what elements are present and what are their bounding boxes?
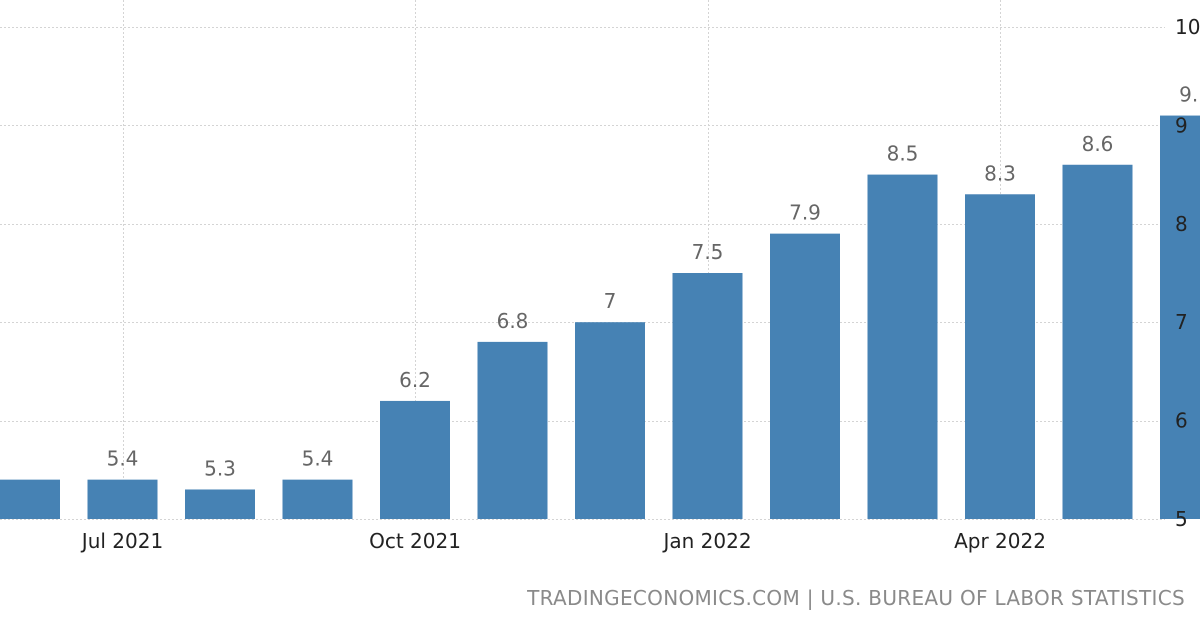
x-axis-ticks: Jul 2021 Oct 2021 Jan 2022 Apr 2022	[80, 529, 1046, 553]
bar-jul-2021[interactable]	[87, 479, 158, 519]
value-label: 8.6	[1082, 132, 1114, 156]
value-label: 7.5	[692, 240, 724, 264]
value-label: 6.8	[497, 309, 529, 333]
bar-jun-2022[interactable]	[1160, 115, 1200, 519]
y-tick-label: 6	[1175, 409, 1188, 433]
bars	[0, 115, 1200, 519]
bar-sep-2021[interactable]	[282, 479, 353, 519]
bar-jun-2021[interactable]	[0, 479, 60, 519]
x-tick-label: Oct 2021	[369, 529, 461, 553]
x-tick-label: Apr 2022	[954, 529, 1046, 553]
value-label: 5.4	[302, 447, 334, 471]
bar-oct-2021[interactable]	[380, 400, 450, 519]
value-label: 9.1	[1179, 83, 1200, 107]
bar-may-2022[interactable]	[1062, 164, 1133, 519]
bar-aug-2021[interactable]	[185, 489, 255, 519]
bar-dec-2021[interactable]	[575, 322, 645, 519]
value-label: 7	[604, 289, 617, 313]
bar-nov-2021[interactable]	[477, 341, 548, 519]
x-tick-label: Jan 2022	[661, 529, 751, 553]
source-attribution: TRADINGECONOMICS.COM | U.S. BUREAU OF LA…	[527, 586, 1185, 610]
bar-apr-2022[interactable]	[965, 194, 1035, 519]
value-label: 8.5	[887, 142, 919, 166]
y-tick-label: 9	[1175, 113, 1188, 137]
bar-mar-2022[interactable]	[867, 174, 938, 519]
value-labels: 5.4 5.3 5.4 6.2 6.8 7 7.5 7.9 8.5 8.3 8.6 9.1	[107, 83, 1200, 481]
value-label: 8.3	[984, 161, 1016, 185]
value-label: 5.3	[204, 456, 236, 480]
bar-feb-2022[interactable]	[770, 233, 840, 519]
y-axis-ticks: 5 6 7 8 9 10	[1175, 15, 1200, 531]
y-tick-label: 8	[1175, 212, 1188, 236]
value-label: 7.9	[789, 201, 821, 225]
y-tick-label: 5	[1175, 507, 1188, 531]
x-tick-label: Jul 2021	[80, 529, 163, 553]
bar-jan-2022[interactable]	[672, 273, 743, 519]
y-tick-label: 10	[1175, 15, 1200, 39]
y-tick-label: 7	[1175, 310, 1188, 334]
value-label: 6.2	[399, 368, 431, 392]
value-label: 5.4	[107, 447, 139, 471]
